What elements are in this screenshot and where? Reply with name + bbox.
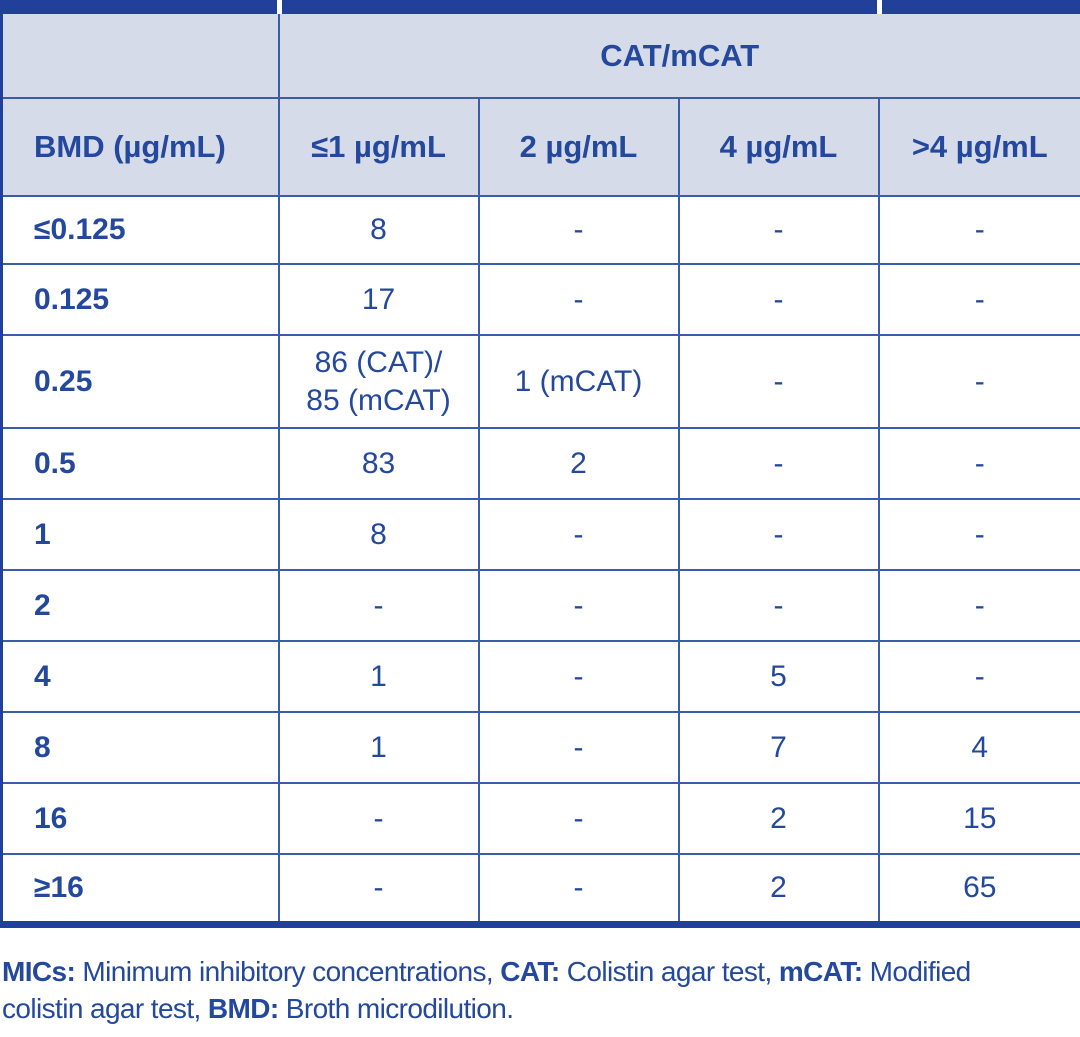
row-label: 0.25 <box>0 334 280 429</box>
data-cell: - <box>677 263 880 336</box>
data-cell: - <box>677 498 880 571</box>
data-cell: - <box>477 711 680 784</box>
table-row: 0.25 86 (CAT)/ 85 (mCAT) 1 (mCAT) - - <box>0 334 1080 429</box>
footnote-line-2: colistin agar test, BMD: Broth microdilu… <box>2 990 1080 1028</box>
data-cell: - <box>277 853 480 925</box>
data-cell: 15 <box>877 782 1080 855</box>
data-cell: - <box>477 640 680 713</box>
table-footnote: MICs: Minimum inhibitory concentrations,… <box>0 953 1080 1029</box>
data-cell: 4 <box>877 711 1080 784</box>
data-cell: - <box>877 334 1080 429</box>
data-cell: - <box>877 640 1080 713</box>
table-row: 4 1 - 5 - <box>0 640 1080 713</box>
row-label: 0.125 <box>0 263 280 336</box>
data-cell: 83 <box>277 427 480 500</box>
footnote-abbrev: CAT: <box>500 955 560 987</box>
data-cell: - <box>477 853 680 925</box>
footnote-abbrev: BMD: <box>207 993 279 1025</box>
data-cell: - <box>477 195 680 265</box>
data-cell: - <box>277 569 480 642</box>
footnote-text: Minimum inhibitory concentrations, <box>75 955 501 987</box>
data-cell: 2 <box>477 427 680 500</box>
top-decorative-bar <box>0 0 1080 14</box>
data-cell: - <box>477 498 680 571</box>
empty-corner-cell <box>0 14 280 99</box>
data-cell: 2 <box>677 782 880 855</box>
data-cell: - <box>277 782 480 855</box>
data-cell: - <box>877 427 1080 500</box>
data-cell: - <box>677 195 880 265</box>
data-cell: 8 <box>277 195 480 265</box>
data-cell: - <box>477 569 680 642</box>
group-header-cat-mcat: CAT/mCAT <box>277 14 1080 99</box>
row-label: 0.5 <box>0 427 280 500</box>
data-cell: - <box>677 334 880 429</box>
data-cell: 1 <box>277 640 480 713</box>
data-cell: - <box>677 427 880 500</box>
row-label: 1 <box>0 498 280 571</box>
row-label: ≤0.125 <box>0 195 280 265</box>
table-row: 8 1 - 7 4 <box>0 711 1080 784</box>
row-label: ≥16 <box>0 853 280 925</box>
footnote-text: colistin agar test, <box>2 993 208 1025</box>
table-row: 2 - - - - <box>0 569 1080 642</box>
group-header-row: CAT/mCAT <box>0 14 1080 99</box>
table-row: 0.5 83 2 - - <box>0 427 1080 500</box>
footnote-abbrev: mCAT: <box>778 955 863 987</box>
data-cell: - <box>877 498 1080 571</box>
data-cell: 1 (mCAT) <box>477 334 680 429</box>
table-row: 1 8 - - - <box>0 498 1080 571</box>
row-label: 16 <box>0 782 280 855</box>
data-cell: - <box>877 569 1080 642</box>
column-header-gt4: >4 µg/mL <box>877 97 1080 197</box>
column-header-4: 4 µg/mL <box>677 97 880 197</box>
column-header-bmd: BMD (µg/mL) <box>0 97 280 197</box>
data-cell: - <box>677 569 880 642</box>
table-row: 16 - - 2 15 <box>0 782 1080 855</box>
column-header-row: BMD (µg/mL) ≤1 µg/mL 2 µg/mL 4 µg/mL >4 … <box>0 97 1080 197</box>
data-cell: - <box>477 782 680 855</box>
data-cell: 7 <box>677 711 880 784</box>
footnote-text: Colistin agar test, <box>559 955 779 987</box>
row-label: 8 <box>0 711 280 784</box>
top-bar-segment <box>0 0 277 14</box>
data-cell: 86 (CAT)/ 85 (mCAT) <box>277 334 480 429</box>
data-cell: 17 <box>277 263 480 336</box>
mic-comparison-table: CAT/mCAT BMD (µg/mL) ≤1 µg/mL 2 µg/mL 4 … <box>0 14 1080 928</box>
data-cell: - <box>877 195 1080 265</box>
top-bar-segment <box>882 0 1080 14</box>
column-header-2: 2 µg/mL <box>477 97 680 197</box>
data-cell: 1 <box>277 711 480 784</box>
data-cell: 8 <box>277 498 480 571</box>
data-cell: 5 <box>677 640 880 713</box>
footnote-line-1: MICs: Minimum inhibitory concentrations,… <box>2 953 1080 991</box>
column-header-le1: ≤1 µg/mL <box>277 97 480 197</box>
data-cell: - <box>477 263 680 336</box>
data-cell: 65 <box>877 853 1080 925</box>
footnote-text: Broth microdilution. <box>278 993 514 1025</box>
table-row: ≥16 - - 2 65 <box>0 853 1080 925</box>
row-label: 4 <box>0 640 280 713</box>
footnote-text: Modified <box>862 955 972 987</box>
data-cell: - <box>877 263 1080 336</box>
top-bar-segment <box>282 0 877 14</box>
data-cell: 2 <box>677 853 880 925</box>
footnote-abbrev: MICs: <box>2 955 76 987</box>
table-row: ≤0.125 8 - - - <box>0 195 1080 265</box>
table-row: 0.125 17 - - - <box>0 263 1080 336</box>
row-label: 2 <box>0 569 280 642</box>
